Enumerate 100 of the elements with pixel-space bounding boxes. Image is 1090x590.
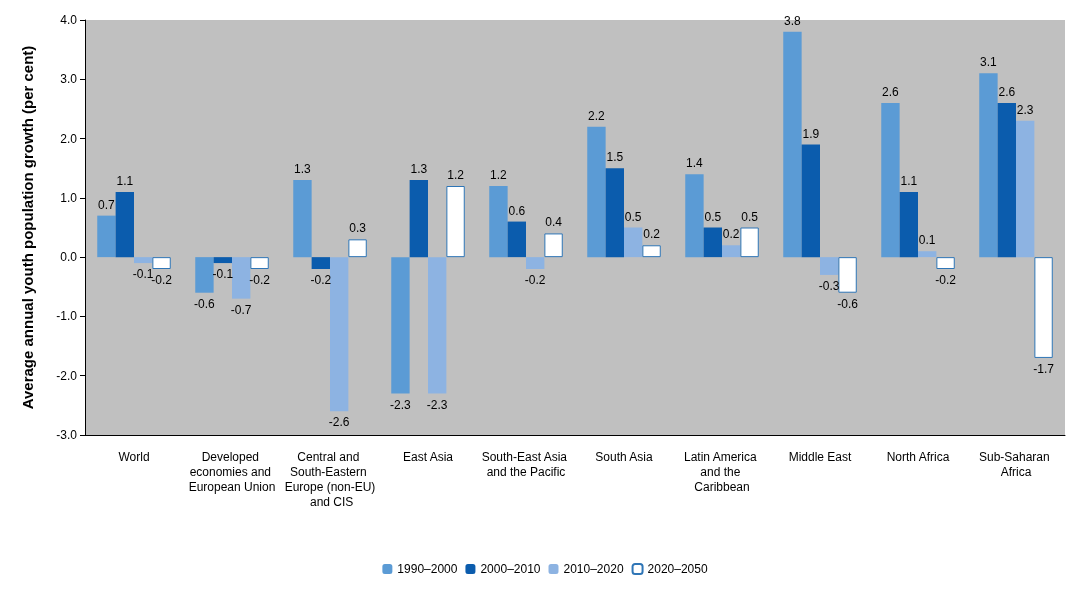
data-label: 0.5	[741, 209, 759, 224]
bar	[213, 257, 232, 264]
data-label: 0.5	[624, 209, 642, 224]
x-tick-label: North Africa	[886, 449, 950, 464]
bar	[330, 257, 349, 412]
data-label: 0.4	[545, 215, 563, 230]
bar	[195, 257, 214, 293]
x-tick-label: South Asia	[595, 449, 654, 464]
y-tick-label: 3.0	[60, 72, 78, 87]
y-tick-label: -3.0	[56, 428, 78, 442]
data-label: -0.1	[212, 267, 234, 282]
bar	[997, 103, 1016, 258]
bar	[605, 168, 624, 258]
data-label: 1.3	[294, 162, 312, 177]
bar	[115, 191, 134, 258]
data-label: -0.6	[837, 296, 859, 311]
data-label: 1.5	[606, 150, 624, 165]
data-label: -0.2	[935, 273, 957, 287]
data-label: -2.3	[390, 397, 412, 412]
y-axis-title: Average annual youth population growth (per cent)	[19, 45, 36, 410]
bar	[838, 257, 857, 293]
bar	[624, 227, 643, 258]
bar	[311, 257, 330, 269]
bar	[232, 257, 251, 299]
bar	[428, 257, 447, 394]
data-label: 1.2	[447, 168, 465, 182]
y-tick-label: -1.0	[56, 309, 78, 324]
x-tick-label: Middle East	[788, 449, 853, 464]
data-label: 1.4	[686, 156, 704, 171]
bar	[685, 174, 704, 258]
x-tick-label: Sub-Saharan Africa	[978, 449, 1054, 479]
data-label: 0.6	[508, 203, 526, 218]
bar	[348, 239, 367, 258]
data-label: 1.1	[116, 173, 134, 188]
legend-label: 1990–2000	[397, 562, 458, 576]
x-tick-label: Latin America and the Caribbean	[683, 449, 761, 494]
data-label: -0.1	[132, 267, 154, 282]
bar	[881, 103, 900, 258]
data-label: -1.7	[1033, 361, 1055, 376]
bar	[409, 180, 428, 258]
bar	[899, 191, 918, 258]
data-label: -0.3	[818, 278, 840, 293]
y-tick-label: 4.0	[60, 13, 78, 27]
data-label: 0.5	[704, 209, 722, 224]
x-tick-label: World	[118, 449, 150, 464]
data-label: 3.8	[784, 13, 802, 28]
data-label: -0.2	[249, 273, 271, 287]
bar	[134, 257, 153, 264]
bar	[918, 251, 937, 258]
x-tick-label: South-East Asia and the Pacific	[481, 449, 571, 479]
bar	[293, 180, 312, 258]
data-label: 2.6	[998, 85, 1016, 99]
bar	[783, 31, 802, 258]
y-tick-label: 0.0	[60, 250, 78, 265]
bar	[526, 257, 545, 269]
data-label: 0.2	[722, 227, 740, 242]
bar	[1034, 257, 1053, 358]
x-tick-label: Developed economies and European Union	[188, 449, 276, 494]
bar	[152, 257, 171, 269]
data-label: 1.2	[490, 168, 508, 182]
data-label: 0.7	[98, 197, 116, 212]
x-tick-label: East Asia	[402, 449, 454, 464]
bar	[722, 245, 741, 258]
data-label: -2.3	[426, 397, 448, 412]
bar	[507, 221, 526, 258]
legend-label: 2010–2020	[563, 562, 624, 576]
data-label: 2.3	[1016, 102, 1034, 117]
y-tick-label: 2.0	[60, 131, 78, 146]
bar	[1016, 120, 1035, 258]
data-label: -0.7	[230, 302, 252, 317]
x-tick-label: Central and South-Eastern Europe (non-EU) and CIS	[284, 449, 376, 509]
data-label: 2.6	[882, 85, 900, 99]
bar	[820, 257, 839, 275]
bar	[97, 215, 116, 258]
bar	[979, 73, 998, 258]
legend-label: 2020–2050	[647, 562, 708, 576]
data-label: 2.2	[588, 108, 606, 123]
bar	[587, 126, 606, 258]
bar	[544, 233, 563, 258]
legend-label: 2000–2010	[480, 562, 541, 576]
bar	[740, 227, 759, 258]
data-label: 0.2	[643, 227, 661, 242]
data-label: -0.6	[194, 296, 216, 311]
data-label: 1.9	[802, 126, 820, 141]
data-label: 1.1	[900, 173, 918, 188]
data-label: 1.3	[410, 162, 428, 177]
bar	[446, 186, 465, 258]
data-label: 0.3	[349, 221, 367, 236]
data-label: -2.6	[328, 415, 350, 430]
bar	[489, 186, 508, 258]
y-tick-label: 1.0	[60, 190, 78, 205]
y-tick-label: -2.0	[56, 368, 78, 383]
bar	[642, 245, 661, 258]
data-label: 3.1	[980, 55, 998, 70]
bar	[250, 257, 269, 269]
data-label: -0.2	[310, 273, 332, 287]
bar	[936, 257, 955, 269]
data-label: -0.2	[151, 273, 173, 287]
bar	[801, 144, 820, 258]
data-label: -0.2	[524, 273, 546, 287]
